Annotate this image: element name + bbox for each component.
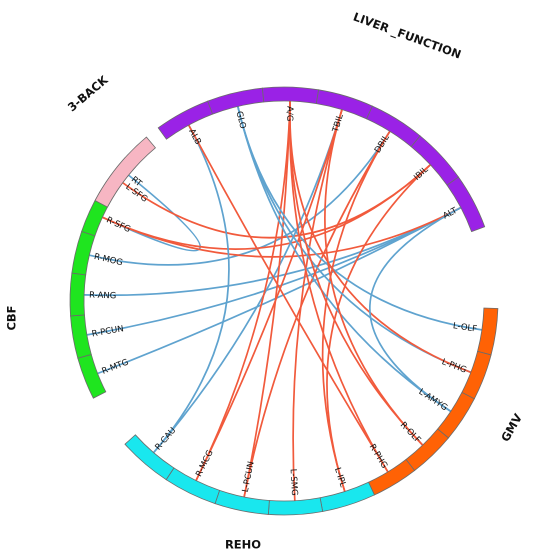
group-label-reho: REHO [225, 538, 261, 549]
group-label-3-back: 3-BACK [65, 72, 111, 114]
node-label-r-cau: R-CAU [153, 426, 178, 453]
group-label-liver-function: LIVER _FUNCTION [351, 9, 463, 62]
link-tbil-r-olf [324, 109, 424, 446]
segment-alb [157, 100, 214, 140]
node-label-r-mcg: R-MCG [194, 449, 216, 479]
segment-l-pcun [214, 489, 270, 515]
node-label-tbil: TBIL [331, 113, 346, 135]
node-label-glo: GLO [234, 110, 248, 130]
segment-dbil [366, 105, 421, 148]
segment-glo [207, 87, 265, 115]
node-label-l-pcun: L-PCUN [241, 461, 257, 494]
segment-rt [94, 136, 157, 208]
ring-layer [69, 86, 499, 516]
group-label-gmv: GMV [498, 411, 525, 444]
link-l-ipl-dbil [321, 130, 391, 492]
link-r-cau-alb [152, 124, 230, 454]
link-a-g-r-phg [288, 101, 389, 473]
node-label-r-pcun: R-PCUN [91, 324, 125, 339]
segment-l-ipl [319, 481, 375, 512]
link-r-sfg-ibil [102, 164, 431, 250]
segment-l-amyg [437, 391, 475, 439]
segment-l-phg [461, 350, 492, 400]
node-label-r-sfg: R-SFG [105, 215, 132, 235]
node-label-r-mtg: R-MTG [101, 357, 130, 376]
node-label-alt: ALT [441, 206, 459, 222]
link-glo-l-phg [236, 106, 472, 374]
node-label-r-mog: R-MOG [93, 252, 124, 268]
segment-r-phg [367, 458, 416, 496]
link-r-cau-tbil [152, 109, 343, 454]
segment-r-cau [124, 434, 175, 481]
link-r-ang-alt [84, 206, 462, 297]
segment-alt [446, 176, 486, 233]
link-glo-l-amyg [236, 106, 452, 413]
link-r-mcg-tbil [195, 109, 343, 481]
segment-a-g [261, 86, 320, 105]
node-label-r-olf: R-OLF [398, 420, 423, 445]
link-alt-l-amyg [369, 206, 462, 413]
segment-l-olf [477, 307, 499, 356]
node-label-alb: ALB [186, 127, 203, 146]
segment-r-ang [69, 272, 87, 317]
segment-r-mtg [77, 353, 107, 399]
link-alb-r-phg [187, 124, 389, 473]
segment-r-mog [71, 230, 96, 276]
segment-r-mcg [165, 467, 221, 505]
node-label-l-amyg: L-AMYG [417, 387, 450, 413]
link-l-sfg-ibil [122, 164, 431, 239]
link-rt-r-sfg [102, 174, 202, 252]
link-l-pcun-a-g [243, 101, 291, 498]
node-label-dbil: DBIL [373, 133, 392, 155]
node-label-r-ang: R-ANG [89, 291, 116, 302]
node-label-r-phg: R-PHG [367, 442, 389, 470]
node-label-l-smg: L-SMG [288, 469, 299, 496]
links-layer [84, 101, 483, 501]
segment-tbil [315, 89, 373, 120]
node-label-l-ipl: L-IPL [332, 466, 348, 488]
node-label-l-phg: L-PHG [440, 357, 468, 376]
group-label-cbf: CBF [5, 305, 19, 330]
segment-l-smg [267, 497, 324, 516]
link-r-mcg-a-g [195, 101, 291, 481]
segment-r-pcun [70, 314, 92, 359]
node-label-a-g: A/G [284, 106, 294, 122]
node-label-l-olf: L-OLF [452, 321, 478, 334]
link-a-g-l-phg [289, 101, 472, 374]
link-l-smg-tbil [292, 109, 343, 501]
